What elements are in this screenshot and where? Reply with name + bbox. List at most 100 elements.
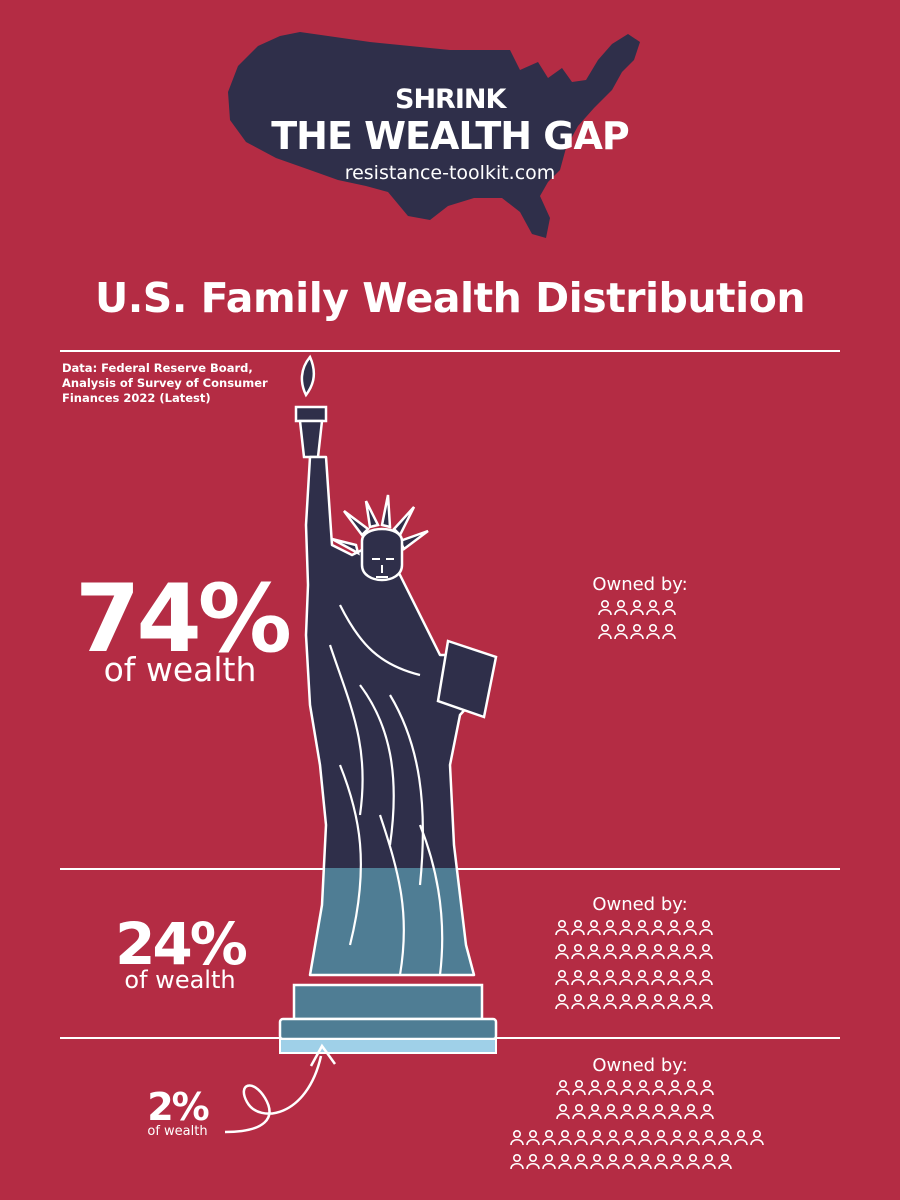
person-icon xyxy=(598,623,612,640)
logo-headline: THE WEALTH GAP xyxy=(271,114,630,158)
person-icon xyxy=(635,919,649,936)
person-icon xyxy=(555,994,569,1010)
person-icon xyxy=(587,969,601,986)
tier-middle-people-icons xyxy=(555,919,713,1010)
person-icon xyxy=(619,943,633,960)
person-icon xyxy=(684,1079,698,1096)
person-icon xyxy=(667,943,681,960)
person-icon xyxy=(750,1129,764,1146)
person-icon xyxy=(668,1079,682,1096)
person-icon xyxy=(571,969,585,986)
person-icon xyxy=(670,1154,684,1170)
source-line: Data: Federal Reserve Board, xyxy=(62,361,253,375)
person-icon xyxy=(699,943,713,960)
person-icon xyxy=(635,994,649,1010)
person-icon xyxy=(614,599,628,616)
person-icon xyxy=(614,623,628,640)
logo-website: resistance-toolkit.com xyxy=(344,162,556,184)
person-icon xyxy=(604,1103,618,1120)
person-icon xyxy=(604,1079,618,1096)
person-icon xyxy=(571,994,585,1010)
person-icon xyxy=(652,1103,666,1120)
person-icon xyxy=(510,1129,524,1146)
person-icon xyxy=(556,1103,570,1120)
person-icon xyxy=(652,1079,666,1096)
person-icon xyxy=(572,1079,586,1096)
person-icon xyxy=(702,1129,716,1146)
person-icon xyxy=(686,1129,700,1146)
person-icon xyxy=(718,1154,732,1170)
person-icon xyxy=(572,1103,586,1120)
person-icon xyxy=(646,599,660,616)
person-icon xyxy=(590,1129,604,1146)
person-icon xyxy=(588,1079,602,1096)
person-icon xyxy=(574,1129,588,1146)
person-icon xyxy=(700,1103,714,1120)
person-icon xyxy=(683,919,697,936)
tier-top-percent: 74% xyxy=(75,565,292,674)
person-icon xyxy=(651,969,665,986)
person-icon xyxy=(587,943,601,960)
person-icon xyxy=(636,1103,650,1120)
person-icon xyxy=(619,919,633,936)
person-icon xyxy=(603,994,617,1010)
person-icon xyxy=(571,943,585,960)
person-icon xyxy=(556,1079,570,1096)
person-icon xyxy=(571,919,585,936)
divider-top xyxy=(60,350,840,352)
person-icon xyxy=(700,1079,714,1096)
person-icon xyxy=(654,1129,668,1146)
source-line: Analysis of Survey of Consumer xyxy=(62,376,268,390)
person-icon xyxy=(699,994,713,1010)
person-icon xyxy=(667,919,681,936)
person-icon xyxy=(526,1129,540,1146)
source-line: Finances 2022 (Latest) xyxy=(62,391,211,405)
person-icon xyxy=(630,599,644,616)
person-icon xyxy=(510,1154,524,1170)
person-icon xyxy=(667,994,681,1010)
person-icon xyxy=(606,1154,620,1170)
person-icon xyxy=(542,1154,556,1170)
statue-of-liberty-icon xyxy=(278,354,498,1054)
person-icon xyxy=(574,1154,588,1170)
tier-bottom-label: of wealth xyxy=(147,1124,208,1139)
person-icon xyxy=(662,599,676,616)
person-icon xyxy=(630,623,644,640)
person-icon xyxy=(636,1079,650,1096)
person-icon xyxy=(646,623,660,640)
person-icon xyxy=(603,969,617,986)
tier-middle-label: of wealth xyxy=(124,966,236,994)
person-icon xyxy=(555,919,569,936)
person-icon xyxy=(587,994,601,1010)
logo-shrink: SHRINK xyxy=(395,84,506,115)
tier-middle-percent: 24% xyxy=(115,910,248,978)
person-icon xyxy=(670,1129,684,1146)
person-icon xyxy=(598,599,612,616)
person-icon xyxy=(638,1129,652,1146)
person-icon xyxy=(606,1129,620,1146)
tier-bottom-owned-label: Owned by: xyxy=(592,1055,688,1076)
person-icon xyxy=(683,994,697,1010)
person-icon xyxy=(635,943,649,960)
person-icon xyxy=(620,1103,634,1120)
person-icon xyxy=(635,969,649,986)
tier-middle-owned-label: Owned by: xyxy=(592,894,688,915)
person-icon xyxy=(651,919,665,936)
person-icon xyxy=(662,623,676,640)
person-icon xyxy=(683,969,697,986)
person-icon xyxy=(702,1154,716,1170)
person-icon xyxy=(668,1103,682,1120)
person-icon xyxy=(619,969,633,986)
person-icon xyxy=(651,943,665,960)
person-icon xyxy=(603,919,617,936)
person-icon xyxy=(651,994,665,1010)
person-icon xyxy=(718,1129,732,1146)
person-icon xyxy=(684,1103,698,1120)
person-icon xyxy=(603,943,617,960)
person-icon xyxy=(622,1154,636,1170)
person-icon xyxy=(588,1103,602,1120)
tier-bottom-people-icons xyxy=(510,1079,764,1170)
usa-map-icon xyxy=(228,32,640,238)
person-icon xyxy=(542,1129,556,1146)
person-icon xyxy=(590,1154,604,1170)
